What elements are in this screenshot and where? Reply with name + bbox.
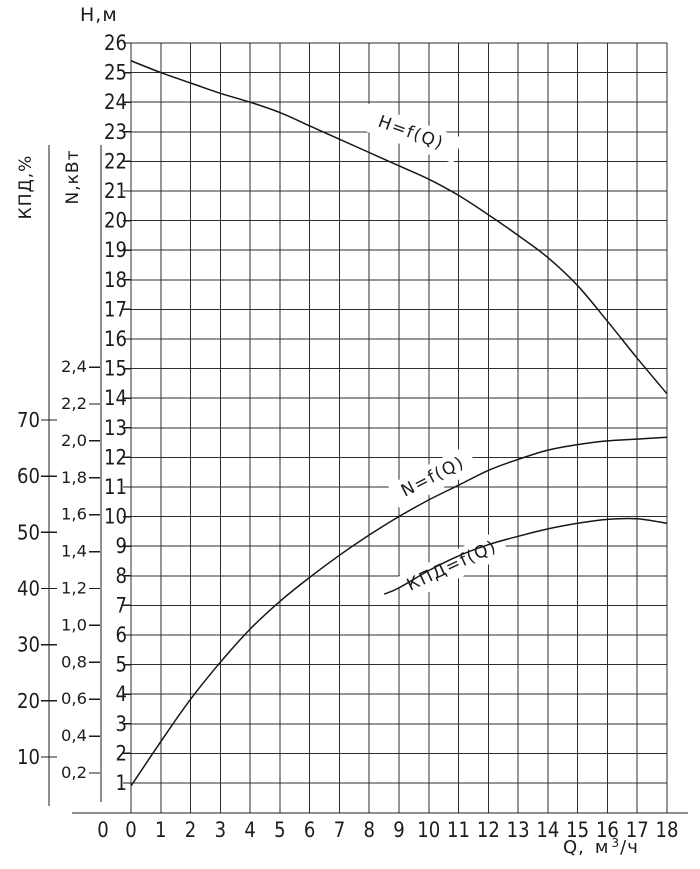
n-tick-label: 2,0 bbox=[61, 431, 87, 450]
q-tick-label: 9 bbox=[393, 818, 405, 842]
eff-axis-title: КПД,% bbox=[16, 154, 36, 220]
curve-n bbox=[130, 436, 668, 787]
h-tick-label: 11 bbox=[104, 475, 127, 499]
h-tick-label: 10 bbox=[104, 505, 127, 529]
q-tick-label: 17 bbox=[626, 818, 649, 842]
curve-label-mask bbox=[394, 530, 510, 603]
eff-tick-label: 50 bbox=[17, 520, 40, 544]
eff-tick-label: 30 bbox=[17, 633, 40, 657]
n-tick-label: 0,6 bbox=[61, 689, 87, 708]
grid bbox=[130, 42, 668, 813]
q-tick-label: 7 bbox=[334, 818, 346, 842]
n-tick-label: 0,4 bbox=[61, 726, 87, 745]
n-tick-label: 1,6 bbox=[61, 505, 87, 524]
curve-label-mask-rect bbox=[387, 445, 479, 510]
curve-eff bbox=[383, 517, 668, 595]
h-tick-label: 25 bbox=[104, 61, 127, 85]
n-tick-label: 2,4 bbox=[61, 357, 87, 376]
n-tick-label: 1,4 bbox=[61, 542, 87, 561]
q-tick-label: 16 bbox=[596, 818, 619, 842]
q-tick-label: 4 bbox=[244, 818, 256, 842]
q-tick-label: 10 bbox=[417, 818, 440, 842]
curve-label-curve-eff: КПД=f(Q) bbox=[404, 536, 500, 595]
curve-label-mask-rect bbox=[394, 530, 510, 603]
h-tick-label: 12 bbox=[104, 445, 127, 469]
curve-label-mask bbox=[359, 103, 463, 164]
n-tick-label: 0,2 bbox=[61, 763, 87, 782]
h-axis-title: Н,м bbox=[80, 4, 118, 26]
curve-label-mask-rect bbox=[359, 103, 463, 164]
h-tick-label: 21 bbox=[104, 179, 127, 203]
curve-label-text: КПД=f(Q) bbox=[404, 536, 500, 595]
q-axis-unit: м bbox=[594, 837, 610, 858]
q-tick-label: 11 bbox=[447, 818, 470, 842]
left-axes-origin-label: 0 bbox=[97, 818, 109, 842]
h-tick-label: 15 bbox=[104, 357, 127, 381]
h-tick-label: 3 bbox=[116, 712, 128, 736]
q-tick-label: 2 bbox=[185, 818, 197, 842]
h-tick-label: 9 bbox=[116, 534, 128, 558]
n-tick-label: 0,8 bbox=[61, 652, 87, 671]
q-tick-label: 5 bbox=[274, 818, 286, 842]
eff-tick-label: 70 bbox=[17, 408, 40, 432]
h-tick-label: 19 bbox=[104, 238, 127, 262]
eff-tick-label: 20 bbox=[17, 689, 40, 713]
h-tick-label: 24 bbox=[104, 90, 127, 114]
q-tick-label: 12 bbox=[477, 818, 500, 842]
q-tick-label: 0 bbox=[125, 818, 137, 842]
q-axis-title: Q, м 3/ч bbox=[563, 836, 639, 858]
eff-tick-label: 40 bbox=[17, 576, 40, 600]
h-tick-label: 6 bbox=[116, 623, 128, 647]
axes bbox=[41, 42, 688, 814]
h-tick-label: 8 bbox=[116, 564, 128, 588]
n-tick-label: 1,2 bbox=[61, 579, 87, 598]
n-tick-label: 1,8 bbox=[61, 468, 87, 487]
h-tick-label: 22 bbox=[104, 149, 127, 173]
eff-tick-label: 10 bbox=[17, 745, 40, 769]
h-tick-label: 1 bbox=[116, 771, 128, 795]
curve-h bbox=[130, 60, 668, 395]
n-axis-title: N,кВт bbox=[63, 149, 83, 205]
q-tick-label: 6 bbox=[304, 818, 316, 842]
q-tick-label: 1 bbox=[155, 818, 167, 842]
q-tick-label: 15 bbox=[566, 818, 589, 842]
n-tick-label: 2,2 bbox=[61, 394, 87, 413]
eff-tick-label: 60 bbox=[17, 464, 40, 488]
h-tick-label: 23 bbox=[104, 120, 127, 144]
q-tick-label: 8 bbox=[363, 818, 375, 842]
h-tick-label: 7 bbox=[116, 593, 128, 617]
h-tick-label: 4 bbox=[116, 682, 128, 706]
q-axis-prefix: Q, bbox=[563, 837, 585, 858]
q-tick-label: 18 bbox=[656, 818, 679, 842]
h-tick-label: 20 bbox=[104, 209, 127, 233]
h-tick-label: 14 bbox=[104, 386, 127, 410]
q-axis-unit-sup: 3 bbox=[611, 836, 621, 850]
h-tick-label: 17 bbox=[104, 297, 127, 321]
n-tick-label: 1,0 bbox=[61, 615, 87, 634]
q-tick-label: 13 bbox=[507, 818, 530, 842]
tick-labels: 2625242322212019181716151413121110987654… bbox=[17, 31, 679, 842]
h-tick-label: 16 bbox=[104, 327, 127, 351]
q-axis-unit-suffix: /ч bbox=[620, 837, 639, 858]
q-tick-label: 3 bbox=[215, 818, 227, 842]
h-tick-label: 13 bbox=[104, 416, 127, 440]
h-tick-label: 5 bbox=[116, 653, 128, 677]
h-tick-label: 26 bbox=[104, 31, 127, 55]
h-tick-label: 18 bbox=[104, 268, 127, 292]
q-tick-label: 14 bbox=[536, 818, 559, 842]
h-tick-label: 2 bbox=[116, 741, 128, 765]
curve-label-mask bbox=[387, 445, 479, 510]
